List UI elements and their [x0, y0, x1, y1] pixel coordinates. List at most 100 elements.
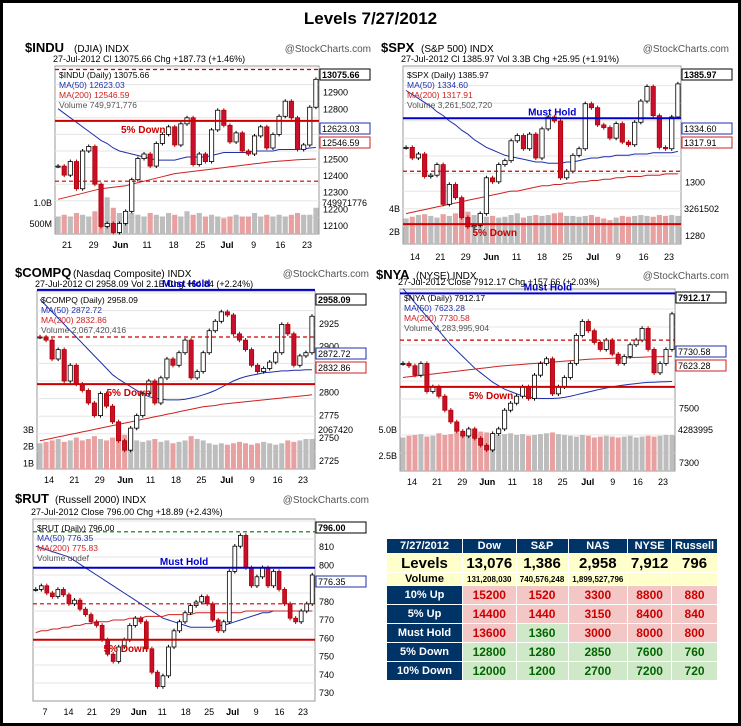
x-tick-label: 16 — [273, 475, 283, 485]
candle-body — [459, 197, 465, 218]
candle-body — [177, 621, 182, 632]
candle-body — [230, 314, 236, 335]
candle-body — [502, 409, 508, 430]
volume-bar — [418, 434, 424, 471]
candle-body — [55, 589, 61, 598]
candle-body — [104, 223, 110, 227]
candle-body — [293, 617, 298, 623]
chart-name: (Nasdaq Composite) INDX — [73, 269, 192, 280]
x-tick-label: 29 — [461, 252, 471, 262]
chart-symbol: $RUT — [15, 491, 49, 506]
volume-bar — [61, 214, 67, 234]
info-line: 27-Jul-2012 Close 7912.17 Chg +157.66 (+… — [398, 277, 600, 287]
volume-bar — [489, 215, 496, 244]
level-label: 5% Down — [121, 125, 165, 136]
volume-bar — [297, 440, 303, 469]
volume-bar — [245, 216, 251, 234]
x-tick-label: Jun — [479, 477, 495, 487]
candle-body — [490, 177, 496, 183]
volume-bar — [273, 444, 279, 469]
candle-body — [238, 535, 243, 547]
y-tick-label: 7300 — [679, 458, 699, 468]
x-tick-label: 25 — [558, 477, 568, 487]
table-cell: 1,899,527,796 — [567, 572, 629, 586]
volume-bar — [545, 215, 551, 244]
volume-bar — [651, 436, 657, 471]
volume-bar — [579, 434, 585, 471]
candle-body — [153, 143, 159, 167]
candle-body — [239, 132, 245, 152]
table-cell: 1520 — [515, 585, 569, 605]
candle-body — [609, 339, 615, 355]
candle-body — [448, 409, 454, 423]
ma200-line — [35, 610, 313, 634]
x-tick-label: Jul — [226, 707, 239, 717]
volume-bar — [430, 435, 436, 471]
candle-body — [656, 115, 662, 148]
candle-body — [218, 311, 224, 322]
y-tick-label: 760 — [319, 633, 334, 643]
y-tick-label: 12200 — [323, 204, 348, 214]
candle-body — [615, 353, 621, 364]
volume-label: 2067420 — [318, 425, 353, 435]
volume-bar — [490, 434, 496, 471]
candle-body — [251, 135, 258, 155]
x-tick-label: 16 — [633, 477, 643, 487]
x-tick-label: 18 — [181, 707, 191, 717]
volume-bar — [483, 216, 489, 244]
volume-bar — [176, 441, 182, 469]
col-header: NYSE — [627, 538, 673, 554]
legend-entry: MA(200) 12546.59 — [59, 90, 130, 100]
candle-body — [224, 311, 230, 316]
legend-entry: $RUT (Daily) 796.00 — [37, 523, 115, 533]
y-tick-label: 750 — [319, 652, 334, 662]
candle-body — [38, 585, 44, 590]
price-label: 13075.66 — [322, 70, 360, 80]
levels-row: Levels 13,076 1,386 2,958 7,912 796 — [386, 553, 718, 573]
candle-body — [400, 363, 406, 365]
candle-body — [194, 371, 200, 379]
candle-body — [424, 363, 430, 392]
x-tick-label: 11 — [146, 475, 155, 485]
volume-bar — [656, 215, 662, 244]
chart-panel-rut: $RUT (Russell 2000) INDX @StockCharts.com 2… — [15, 491, 373, 719]
candle-body — [138, 617, 144, 623]
candle-body — [651, 349, 657, 374]
table-cell: 2700 — [567, 661, 629, 681]
level-label: 5% Down — [107, 388, 151, 399]
volume-bar — [633, 437, 639, 471]
x-tick-label: 21 — [432, 477, 442, 487]
x-tick-label: Jun — [112, 240, 128, 250]
volume-bar — [442, 434, 448, 471]
candle-body — [520, 135, 527, 150]
volume-bar — [264, 214, 270, 234]
x-tick-label: 18 — [532, 477, 542, 487]
volume-bar — [170, 443, 176, 469]
candle-body — [633, 339, 639, 346]
candle-body — [116, 223, 123, 233]
chart-name: (DJIA) INDX — [74, 44, 129, 55]
candle-body — [564, 170, 570, 179]
volume-bar — [43, 441, 49, 469]
candle-body — [261, 368, 267, 372]
candle-body — [73, 364, 79, 385]
x-tick-label: 21 — [87, 707, 97, 717]
candle-body — [190, 117, 196, 165]
candle-body — [573, 335, 579, 364]
volume-bar — [202, 216, 208, 234]
candle-body — [215, 619, 221, 632]
candle-body — [172, 126, 178, 146]
candle-body — [158, 377, 164, 404]
volume-bar — [79, 440, 85, 469]
y-tick-label: 800 — [319, 560, 334, 570]
legend-entry: Volume 2,067,420,416 — [41, 325, 126, 335]
x-tick-label: 11 — [508, 477, 517, 487]
candle-body — [166, 646, 171, 677]
volume-bar — [459, 210, 465, 244]
x-tick-label: 25 — [562, 252, 572, 262]
candle-body — [520, 386, 526, 397]
candle-body — [264, 126, 270, 149]
volume-bar — [527, 215, 533, 244]
x-tick-label: 18 — [169, 240, 179, 250]
